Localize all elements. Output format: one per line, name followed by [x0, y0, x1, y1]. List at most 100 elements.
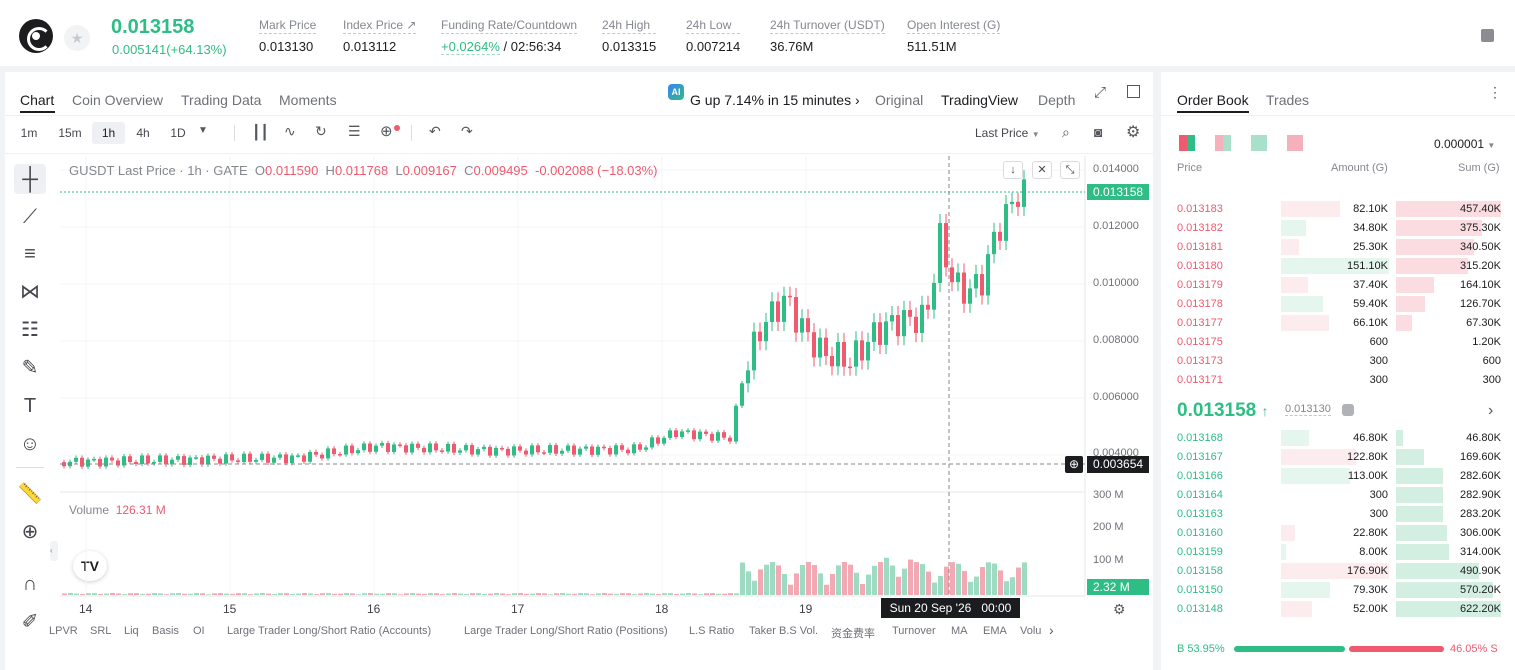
text-tool-icon[interactable]: T	[23, 395, 37, 417]
zoom-in-icon[interactable]: ⊕	[21, 521, 39, 543]
undo-icon[interactable]: ↶	[429, 123, 441, 139]
bid-row[interactable]: 0.013163 300 283.20K	[1161, 505, 1515, 524]
ask-row[interactable]: 0.013177 66.10K 67.30K	[1161, 314, 1515, 333]
collapse-toolbar-icon[interactable]: ‹	[50, 541, 58, 561]
template-icon[interactable]: ☰	[348, 123, 361, 139]
ask-row[interactable]: 0.013181 25.30K 340.50K	[1161, 238, 1515, 257]
add-alert-icon[interactable]: ⊕	[380, 123, 393, 140]
indicator-ma[interactable]: MA	[951, 625, 968, 637]
ask-row[interactable]: 0.013171 300 300	[1161, 371, 1515, 390]
view-asks-icon[interactable]	[1251, 135, 1267, 151]
indicator-ema[interactable]: EMA	[983, 625, 1007, 637]
chevron-right-icon[interactable]: ›	[1488, 402, 1494, 419]
bid-row[interactable]: 0.013159 8.00K 314.00K	[1161, 543, 1515, 562]
candle-body	[434, 443, 438, 451]
expand-icon[interactable]: ⤢	[1094, 84, 1107, 101]
bid-row[interactable]: 0.013160 22.80K 306.00K	[1161, 524, 1515, 543]
tab-coin-overview[interactable]: Coin Overview	[72, 92, 164, 108]
ask-row[interactable]: 0.013183 82.10K 457.40K	[1161, 200, 1515, 219]
indicator-volume[interactable]: Volu	[1020, 625, 1042, 637]
volume-bar	[1004, 581, 1009, 595]
price-alert[interactable]: G up 7.14% in 15 minutes ›	[690, 92, 860, 108]
settings-gear-icon[interactable]: ⚙	[1126, 124, 1141, 141]
view-tradingview[interactable]: TradingView	[941, 92, 1019, 108]
price-source-select[interactable]: Last Price ▼	[975, 126, 1040, 140]
ask-row[interactable]: 0.013173 300 600	[1161, 352, 1515, 371]
tab-moments[interactable]: Moments	[279, 92, 337, 108]
bid-row[interactable]: 0.013148 52.00K 622.20K	[1161, 600, 1515, 619]
tf-4h[interactable]: 4h	[136, 126, 150, 140]
bid-row[interactable]: 0.013166 113.00K 282.60K	[1161, 467, 1515, 486]
fullscreen-icon[interactable]: ⤡	[1060, 161, 1080, 179]
bid-price: 0.013150	[1177, 584, 1223, 596]
indicator-liq[interactable]: Liq	[124, 625, 139, 637]
chart-settings-icon[interactable]: ⚙	[1113, 601, 1126, 617]
timeframe-dropdown-icon[interactable]: ▼	[198, 125, 208, 136]
indicators-icon[interactable]: ∿	[284, 123, 296, 139]
camera-icon[interactable]: ◙	[1094, 124, 1103, 140]
indicator-lpvr[interactable]: LPVR	[49, 625, 78, 637]
magnet-icon[interactable]: ∩	[22, 573, 38, 595]
x-tick: 18	[655, 602, 669, 616]
pattern-icon[interactable]: ⋈	[20, 281, 40, 303]
bid-row[interactable]: 0.013150 79.30K 570.20K	[1161, 581, 1515, 600]
fibonacci-icon[interactable]: ☷	[21, 319, 39, 341]
tf-1m[interactable]: 1m	[20, 126, 38, 140]
tab-order-book[interactable]: Order Book	[1177, 92, 1249, 108]
tf-1h[interactable]: 1h	[92, 122, 125, 144]
indicator-taker-vol[interactable]: Taker B.S Vol.	[749, 625, 819, 637]
ask-row[interactable]: 0.013175 600 1.20K	[1161, 333, 1515, 352]
view-original[interactable]: Original	[875, 92, 924, 108]
ask-row[interactable]: 0.013178 59.40K 126.70K	[1161, 295, 1515, 314]
view-bids-icon[interactable]	[1215, 135, 1231, 151]
indicator-funding-rate[interactable]: 资金费率	[831, 628, 875, 640]
indicator-large-trader-accounts[interactable]: Large Trader Long/Short Ratio (Accounts)	[227, 625, 432, 637]
candle-type-icon[interactable]: ┃┃	[252, 124, 269, 140]
indicator-srl[interactable]: SRL	[90, 625, 112, 637]
indicator-ls-ratio[interactable]: L.S Ratio	[689, 625, 735, 637]
volume-bar	[356, 594, 361, 595]
ai-icon: AI	[668, 84, 684, 100]
parallel-channel-icon[interactable]: ≡	[24, 243, 36, 265]
tf-1d[interactable]: 1D	[170, 126, 186, 140]
indicator-turnover[interactable]: Turnover	[892, 625, 936, 637]
ruler-icon[interactable]: 📏	[17, 483, 43, 505]
indicator-oi[interactable]: OI	[193, 625, 205, 637]
ask-row[interactable]: 0.013182 34.80K 375.30K	[1161, 219, 1515, 238]
bid-row[interactable]: 0.013164 300 282.90K	[1161, 486, 1515, 505]
ask-row[interactable]: 0.013180 151.10K 315.20K	[1161, 257, 1515, 276]
lock-pencil-icon[interactable]: ✐	[21, 611, 39, 633]
bid-row[interactable]: 0.013168 46.80K 46.80K	[1161, 429, 1515, 448]
bid-row[interactable]: 0.013158 176.90K 490.90K	[1161, 562, 1515, 581]
more-options-icon[interactable]: ⋮	[1488, 84, 1502, 100]
emoji-icon[interactable]: ☺	[19, 433, 41, 455]
bid-row[interactable]: 0.013167 122.80K 169.60K	[1161, 448, 1515, 467]
arrow-down-icon[interactable]: ↓	[1003, 161, 1023, 179]
collapse-icon[interactable]: ✕	[1032, 161, 1052, 179]
precision-select[interactable]: 0.000001 ▼	[1434, 137, 1496, 151]
brush-icon[interactable]: ✎	[21, 357, 39, 379]
tf-15m[interactable]: 15m	[58, 126, 82, 140]
ask-row[interactable]: 0.013179 37.40K 164.10K	[1161, 276, 1515, 295]
tab-chart[interactable]: Chart	[20, 92, 55, 108]
document-icon[interactable]	[1481, 29, 1494, 42]
crosshair-tool-icon[interactable]: ┼	[14, 164, 46, 194]
tab-trading-data[interactable]: Trading Data	[181, 92, 262, 108]
window-icon[interactable]	[1127, 85, 1140, 98]
indicator-basis[interactable]: Basis	[152, 625, 179, 637]
view-sells-icon[interactable]	[1287, 135, 1303, 151]
redo-icon[interactable]: ↷	[461, 123, 473, 139]
indicator-large-trader-positions[interactable]: Large Trader Long/Short Ratio (Positions…	[464, 625, 668, 637]
scroll-right-icon[interactable]: ›	[1049, 622, 1054, 638]
favorite-star-icon[interactable]: ★	[64, 25, 90, 51]
compare-icon[interactable]: ↻	[315, 123, 327, 139]
stat-index-price[interactable]: Index Price ↗ 0.013112	[343, 18, 417, 54]
view-depth[interactable]: Depth	[1038, 92, 1076, 108]
tab-trades[interactable]: Trades	[1266, 92, 1310, 108]
search-icon[interactable]: ⌕	[1062, 124, 1070, 140]
add-order-icon[interactable]: ⊕	[1065, 456, 1083, 473]
candle-body	[878, 322, 882, 345]
trend-line-icon[interactable]: ⟋	[23, 206, 37, 228]
view-both-icon[interactable]	[1179, 135, 1195, 151]
